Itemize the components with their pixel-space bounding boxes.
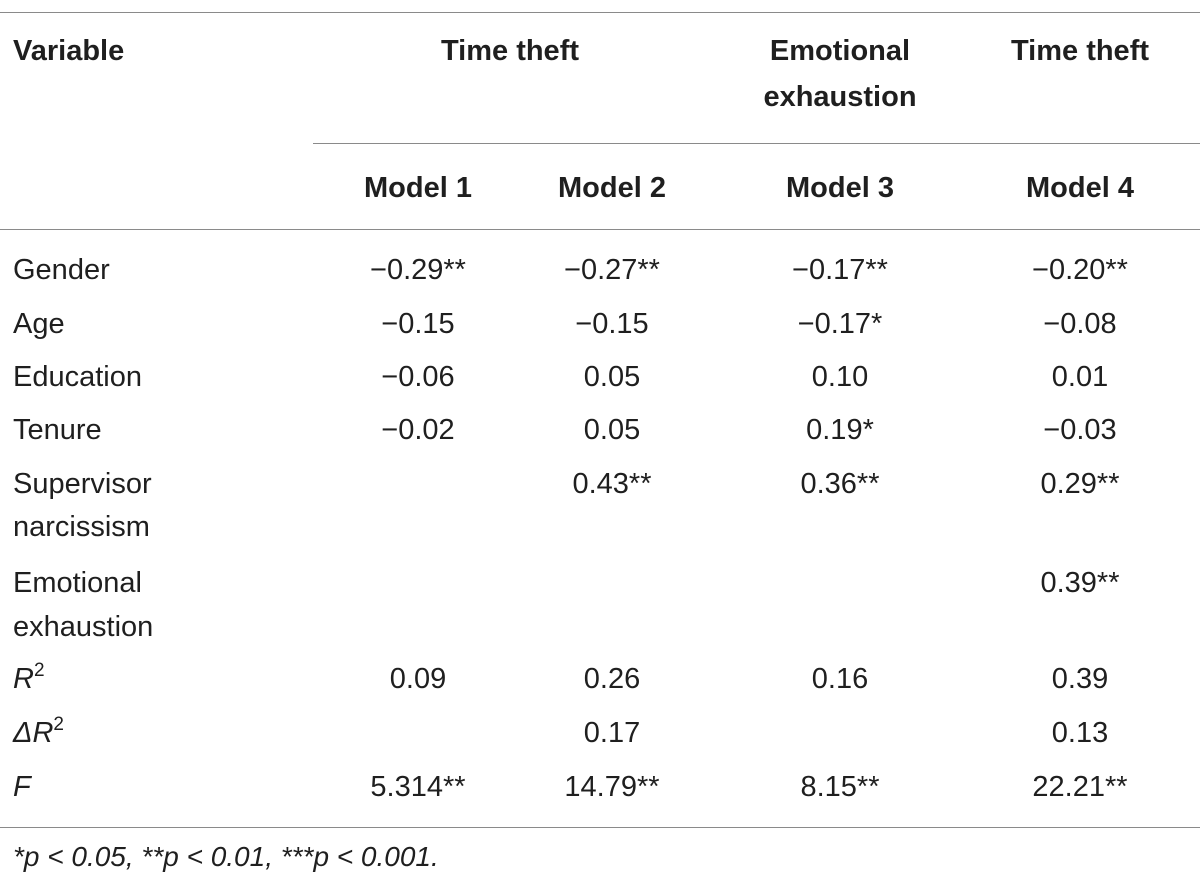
cell: −0.06 [381,361,455,393]
cell: 0.43** [572,468,652,500]
row-label-emotional-exhaustion-line2: exhaustion [13,611,154,643]
header-variable: Variable [13,35,125,67]
header-model-4: Model 4 [1026,172,1134,204]
row-label-supervisor-narcissism-line2: narcissism [13,511,150,543]
cell: 0.39** [1040,567,1120,599]
cell: 22.21** [1032,771,1128,803]
cell: 5.314** [370,771,466,803]
cell: 0.05 [583,361,641,393]
row-label-r-squared: R2 [13,660,45,696]
cell: −0.17* [797,308,883,340]
row-label-f: F [13,771,31,803]
cell: −0.02 [381,414,455,446]
header-group-emotional-line1: Emotional [769,35,911,67]
row-label-supervisor-narcissism-line1: Supervisor [13,468,152,500]
delta-r-symbol: ΔR [13,717,54,749]
cell: −0.15 [381,308,455,340]
header-group-emotional-line2: exhaustion [763,81,917,113]
superscript-2: 2 [33,660,45,682]
cell: 8.15** [800,771,880,803]
cell: 0.16 [811,663,869,695]
cell: 0.01 [1051,361,1109,393]
row-label-education: Education [13,361,142,393]
table-footnote: *p < 0.05, **p < 0.01, ***p < 0.001. [13,841,439,872]
group-rule [313,143,1200,144]
cell: 0.17 [583,717,641,749]
cell: 0.09 [389,663,447,695]
top-rule [0,12,1200,13]
cell: −0.27** [564,254,660,286]
cell: 0.13 [1051,717,1109,749]
header-bottom-rule [0,229,1200,230]
cell: −0.17** [792,254,888,286]
bottom-rule [0,827,1200,828]
cell: −0.20** [1032,254,1128,286]
cell: −0.03 [1043,414,1117,446]
header-group-time-theft: Time theft [440,35,580,67]
cell: −0.29** [370,254,466,286]
r-symbol: R [13,663,34,695]
header-model-3: Model 3 [786,172,894,204]
cell: 0.29** [1040,468,1120,500]
cell: 0.26 [583,663,641,695]
cell: 0.36** [800,468,880,500]
superscript-2: 2 [53,714,64,736]
header-model-2: Model 2 [558,172,666,204]
header-group-time-theft-2: Time theft [1010,35,1150,67]
row-label-tenure: Tenure [13,414,102,446]
row-label-delta-r-squared: ΔR2 [13,714,64,750]
row-label-gender: Gender [13,254,110,286]
row-label-emotional-exhaustion-line1: Emotional [13,567,142,599]
cell: 0.10 [811,361,869,393]
header-model-1: Model 1 [364,172,472,204]
cell: 14.79** [564,771,660,803]
cell: 0.39 [1051,663,1109,695]
cell: −0.08 [1043,308,1117,340]
cell: 0.19* [806,414,874,446]
cell: −0.15 [575,308,649,340]
cell: 0.05 [583,414,641,446]
row-label-age: Age [13,308,65,340]
